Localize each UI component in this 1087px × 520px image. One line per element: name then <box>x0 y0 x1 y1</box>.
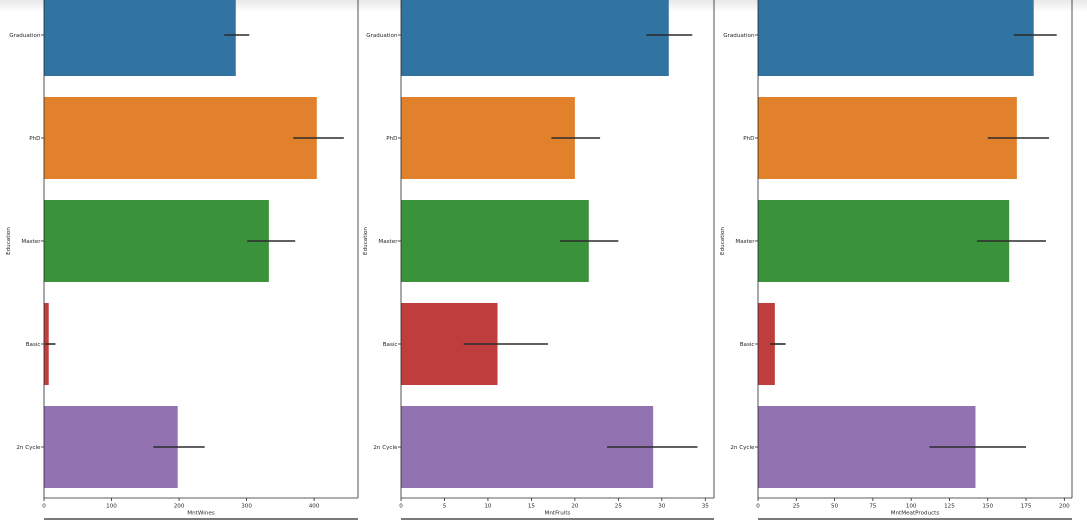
x-tick-label: 125 <box>944 504 955 510</box>
y-tick-label: Basic <box>740 342 755 348</box>
x-tick-label: 400 <box>309 504 320 510</box>
y-axis-label: Education <box>720 227 726 255</box>
bar <box>44 0 236 76</box>
bar <box>401 97 575 179</box>
x-tick-label: 200 <box>1059 504 1070 510</box>
x-tick-label: 35 <box>702 504 710 510</box>
chart-panel-1: Graduation PhD Master Basic 2n Cycle 0 100 200 3… <box>6 0 359 517</box>
y-axis-label: Education <box>363 227 369 255</box>
bar <box>758 0 1034 76</box>
y-tick-label: 2n Cycle <box>373 445 398 451</box>
scrollbar-3[interactable] <box>758 518 1072 520</box>
x-tick-label: 175 <box>1021 504 1032 510</box>
x-tick-label: 0 <box>42 504 46 510</box>
x-tick-label: 15 <box>528 504 536 510</box>
y-axis-label: Education <box>6 227 12 255</box>
x-tick-label: 0 <box>756 504 760 510</box>
x-tick-label: 25 <box>615 504 623 510</box>
bar <box>401 0 669 76</box>
y-tick-label: Graduation <box>366 33 398 39</box>
x-axis-label: MntWines <box>187 511 215 517</box>
y-tick-label: Master <box>21 239 41 245</box>
y-tick-label: PhD <box>386 136 397 142</box>
bar <box>44 97 317 179</box>
x-tick-label: 30 <box>658 504 666 510</box>
x-tick-label: 150 <box>982 504 993 510</box>
y-tick-label: PhD <box>743 136 754 142</box>
y-tick-label: Master <box>735 239 755 245</box>
x-axis-label: MntFruits <box>545 511 571 517</box>
x-tick-label: 25 <box>793 504 801 510</box>
x-axis-label: MntMeatProducts <box>891 511 940 517</box>
chart-panel-3: Graduation PhD Master Basic 2n Cycle 0 25 50 75 1… <box>720 0 1073 517</box>
y-tick-label: PhD <box>29 136 40 142</box>
y-tick-label: Master <box>378 239 398 245</box>
y-tick-label: Graduation <box>723 33 755 39</box>
bar <box>758 200 1010 282</box>
chart-panel-2: Graduation PhD Master Basic 2n Cycle 0 5 10 15 20… <box>363 0 715 517</box>
bar <box>758 303 775 385</box>
x-tick-label: 0 <box>399 504 403 510</box>
y-tick-label: 2n Cycle <box>730 445 755 451</box>
scrollbar-1[interactable] <box>44 518 358 520</box>
y-tick-label: Graduation <box>9 33 41 39</box>
x-tick-label: 50 <box>831 504 839 510</box>
x-tick-label: 200 <box>174 504 185 510</box>
x-tick-label: 75 <box>869 504 877 510</box>
y-tick-label: 2n Cycle <box>16 445 41 451</box>
bar <box>44 200 269 282</box>
scrollbar-2[interactable] <box>401 518 714 520</box>
bar <box>401 200 589 282</box>
x-tick-label: 100 <box>106 504 117 510</box>
x-tick-label: 5 <box>443 504 447 510</box>
x-tick-label: 20 <box>571 504 579 510</box>
x-tick-label: 300 <box>241 504 252 510</box>
y-tick-label: Basic <box>26 342 41 348</box>
y-tick-label: Basic <box>383 342 398 348</box>
x-tick-label: 100 <box>906 504 917 510</box>
x-tick-label: 10 <box>484 504 492 510</box>
bar <box>758 97 1017 179</box>
